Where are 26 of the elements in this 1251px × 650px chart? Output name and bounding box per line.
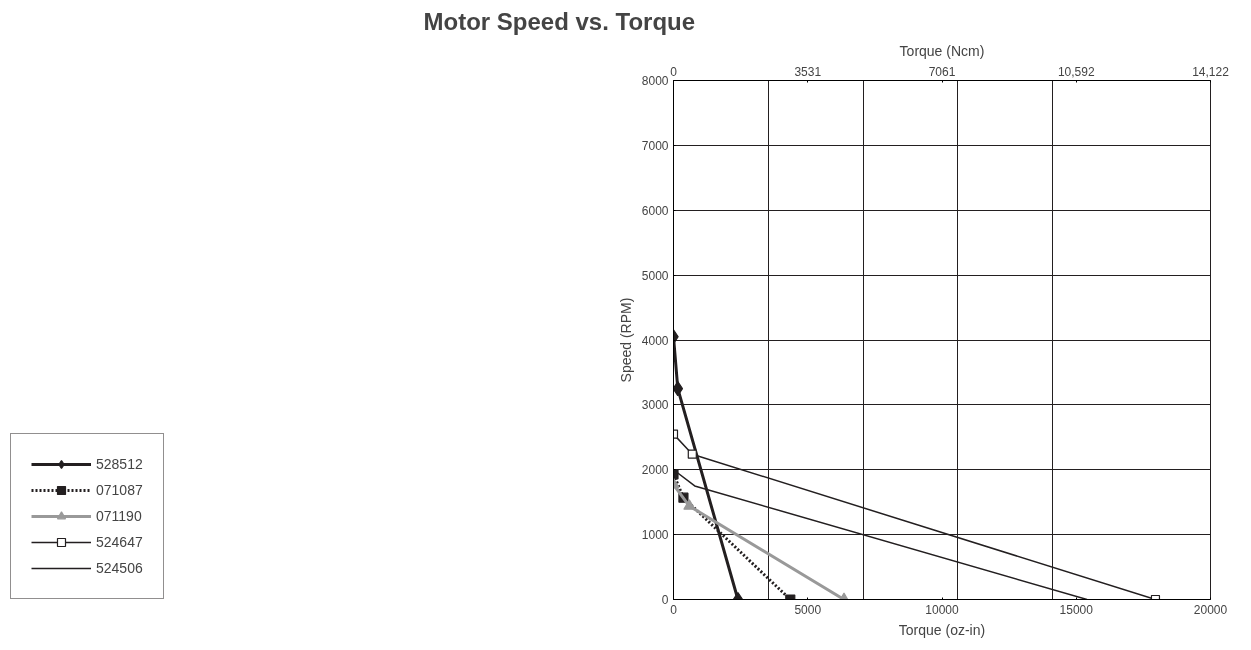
x2-tick-label: 7061 [928, 64, 956, 79]
legend-label: 524647 [96, 534, 143, 550]
y-tick-label: 2000 [641, 463, 669, 478]
y-tick-label: 1000 [641, 528, 669, 543]
x-tick-label: 10000 [925, 602, 960, 617]
y-tick-label: 4000 [641, 333, 669, 348]
x-tick-label: 5000 [794, 602, 822, 617]
x2-tick-label: 3531 [794, 64, 822, 79]
y-tick-label: 6000 [641, 203, 669, 218]
y-tick-label: 8000 [641, 74, 669, 88]
x2-tick-label: 14,122 [1192, 64, 1230, 79]
y-tick-label: 0 [661, 593, 669, 607]
y-tick-label: 5000 [641, 268, 669, 283]
legend-label: 071190 [96, 508, 142, 524]
y-tick-label: 3000 [641, 398, 669, 413]
x2-axis-title: Torque (Ncm) [899, 42, 985, 59]
x-axis-title: Torque (oz-in) [898, 621, 986, 638]
chart-title: Motor Speed vs. Torque [423, 7, 696, 35]
x-tick-label: 15000 [1059, 602, 1094, 617]
legend-label: 071087 [96, 482, 143, 498]
x-tick-label: 20000 [1193, 602, 1228, 617]
y-axis-title: Speed (RPM) [617, 297, 634, 383]
y-tick-label: 7000 [641, 138, 669, 153]
legend-label: 528512 [96, 456, 143, 472]
legend-label: 524506 [96, 560, 143, 576]
x2-tick-label: 10,592 [1057, 64, 1095, 79]
